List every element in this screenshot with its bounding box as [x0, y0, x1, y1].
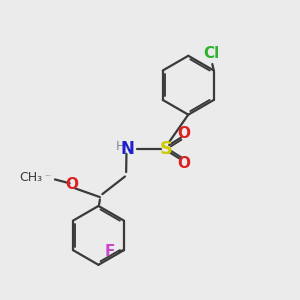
Text: O: O: [65, 177, 79, 192]
Text: CH₃: CH₃: [20, 171, 43, 184]
Text: O: O: [177, 126, 190, 141]
Text: O: O: [177, 156, 190, 171]
Text: Cl: Cl: [203, 46, 220, 61]
Text: methoxy: methoxy: [46, 175, 52, 176]
Text: N: N: [120, 140, 134, 158]
Text: H: H: [115, 140, 125, 153]
Text: S: S: [160, 140, 173, 158]
Text: F: F: [105, 244, 115, 260]
